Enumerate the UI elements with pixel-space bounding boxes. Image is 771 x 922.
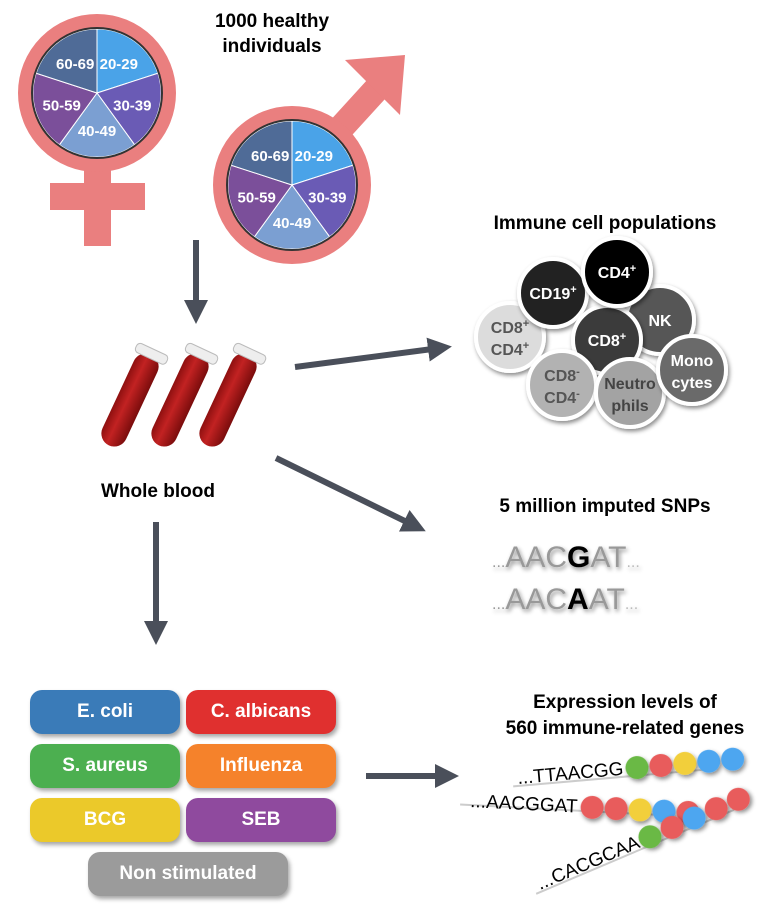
age-label: 60-69 — [251, 148, 289, 165]
snps-title: 5 million imputed SNPs — [499, 496, 710, 517]
age-label: 30-39 — [308, 189, 346, 206]
age-label: 30-39 — [113, 97, 151, 114]
stimulus-bcg: BCG — [30, 798, 180, 842]
cell-cd8+cd4+: CD8+ CD4+ — [474, 301, 546, 373]
svg-text:CD4-: CD4- — [544, 388, 580, 407]
svg-text:CD4+: CD4+ — [598, 263, 636, 282]
age-label: 50-59 — [43, 97, 81, 114]
immune-title: Immune cell populations — [494, 213, 717, 234]
age-label: 20-29 — [295, 148, 333, 165]
stimulus-non-stimulated: Non stimulated — [88, 852, 288, 896]
snp-row-1: ...AACGAT... — [492, 541, 640, 574]
age-slice-60-69 — [230, 120, 293, 186]
cohort-title-line1: 1000 healthy — [215, 11, 329, 32]
svg-text:Mono: Mono — [671, 353, 714, 370]
blood-tubes-icon — [101, 342, 267, 447]
age-label: 50-59 — [238, 189, 276, 206]
age-slice-40-49 — [58, 92, 136, 158]
sample-label: Whole blood — [101, 481, 215, 502]
arrow-blood-to-snps — [274, 455, 426, 532]
stimulus-s-aureus: S. aureus — [30, 744, 180, 788]
cell-nk: NK — [624, 284, 696, 356]
cell-cd19+: CD19+ — [517, 257, 589, 329]
age-slice-20-29 — [96, 28, 159, 94]
expression-dot — [625, 756, 649, 780]
stimulus-e-coli: E. coli — [30, 690, 180, 734]
stimulus-c-albicans: C. albicans — [186, 690, 336, 734]
age-slice-50-59 — [227, 164, 293, 238]
svg-text:cytes: cytes — [672, 375, 713, 392]
svg-text:CD4+: CD4+ — [491, 340, 529, 359]
immune-cell-cluster: CD8+ CD4+ CD19+ NK CD8+ CD4+ CD8- CD4- Neutro phi… — [474, 236, 728, 429]
age-slice-20-29 — [291, 120, 354, 186]
cell-neutrophils: Neutro phils — [594, 357, 666, 429]
expression-dot — [673, 751, 697, 775]
cell-cd4+: CD4+ — [581, 236, 653, 308]
expression-seq: ...CACGCAA — [534, 832, 644, 894]
male-symbol-icon: 20-29 30-39 40-49 50-59 60-69 — [213, 55, 405, 264]
expression-title-line1: Expression levels of — [533, 692, 717, 713]
male-age-pie: 20-29 30-39 40-49 50-59 60-69 — [227, 120, 357, 250]
expression-dot — [638, 825, 662, 849]
expression-dot — [697, 749, 721, 773]
expression-seq: ...AACGGAT — [470, 791, 579, 818]
arrow-blood-to-cells — [294, 337, 452, 370]
stimulus-influenza: Influenza — [186, 744, 336, 788]
expression-row-1: ...TTAACGG — [513, 747, 745, 789]
age-label: 20-29 — [100, 56, 138, 73]
svg-text:Neutro: Neutro — [604, 376, 656, 393]
expression-seq: ...TTAACGG — [517, 759, 625, 789]
cohort-title-line2: individuals — [222, 36, 321, 57]
cell-monocytes: Mono cytes — [656, 334, 728, 406]
snp-row-2: ...AACAAT... — [492, 583, 638, 616]
cell-cd8+: CD8+ — [571, 304, 643, 376]
age-label: 60-69 — [56, 56, 94, 73]
svg-text:CD8+: CD8+ — [588, 331, 626, 350]
age-slice-40-49 — [253, 184, 331, 250]
svg-text:CD8+: CD8+ — [491, 318, 529, 337]
expression-dot — [721, 747, 745, 771]
expression-dot — [682, 806, 706, 830]
age-slice-30-39 — [96, 72, 162, 146]
svg-text:CD19+: CD19+ — [529, 284, 576, 303]
expression-dot — [580, 795, 604, 819]
age-label: 40-49 — [273, 215, 311, 232]
expression-dot — [649, 753, 673, 777]
expression-dot — [726, 787, 750, 811]
flow-arrows — [144, 240, 459, 788]
female-symbol-icon: 20-29 30-39 40-49 50-59 60-69 — [18, 14, 176, 246]
cell-cd8-cd4-: CD8- CD4- — [526, 349, 598, 421]
svg-text:CD8-: CD8- — [544, 366, 580, 385]
expression-title-line2: 560 immune-related genes — [506, 718, 745, 739]
svg-text:NK: NK — [648, 313, 672, 330]
expression-dot — [704, 797, 728, 821]
stimulus-seb: SEB — [186, 798, 336, 842]
female-age-pie: 20-29 30-39 40-49 50-59 60-69 — [32, 28, 162, 158]
age-label: 40-49 — [78, 123, 116, 140]
age-slice-60-69 — [35, 28, 98, 94]
expression-dot — [628, 798, 652, 822]
age-slice-50-59 — [32, 72, 98, 146]
expression-dot — [604, 797, 628, 821]
svg-text:phils: phils — [611, 398, 648, 415]
age-slice-30-39 — [291, 164, 357, 238]
expression-dot — [660, 815, 684, 839]
snp-sequences: ...AACGAT... ...AACAAT... — [492, 541, 640, 616]
